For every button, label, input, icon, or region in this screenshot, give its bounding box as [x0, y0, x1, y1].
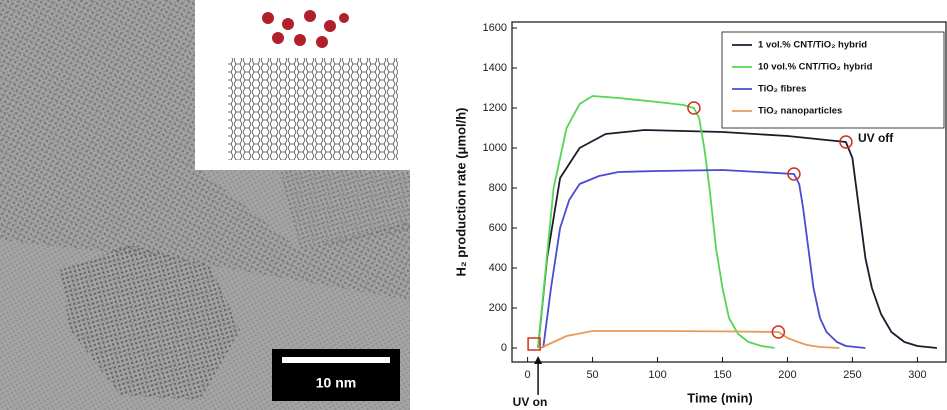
x-tick-label: 250: [843, 369, 861, 381]
y-tick-label: 1600: [483, 22, 507, 34]
y-tick-label: 400: [489, 262, 507, 274]
uv-on-arrowhead: [534, 356, 543, 364]
y-tick-label: 200: [489, 302, 507, 314]
y-tick-label: 1200: [483, 102, 507, 114]
y-tick-label: 1400: [483, 62, 507, 74]
legend-label: TiO₂ fibres: [758, 84, 806, 95]
series-line: [537, 129, 937, 349]
x-tick-label: 0: [525, 369, 531, 381]
event-marker: [687, 101, 701, 115]
series-line: [542, 169, 866, 349]
x-tick-label: 100: [648, 369, 666, 381]
x-tick-label: 300: [908, 369, 926, 381]
y-axis-title: H₂ production rate (μmol/h): [453, 108, 468, 277]
legend-label: 1 vol.% CNT/TiO₂ hybrid: [758, 40, 867, 51]
annotation: UV off: [858, 131, 894, 145]
legend-label: 10 vol.% CNT/TiO₂ hybrid: [758, 62, 873, 73]
series-line: [540, 330, 840, 349]
scale-bar-label: 10 nm: [316, 375, 356, 391]
chart: 0 200 400 600 800 1000 1200 1400 1600 0 50 100 150 20…: [453, 21, 947, 409]
plot-frame: [511, 21, 947, 363]
legend-box: [721, 31, 945, 129]
uv-on-marker: [527, 337, 541, 351]
legend-label: TiO₂ nanoparticles: [758, 106, 842, 117]
y-tick-label: 600: [489, 222, 507, 234]
y-tick-label: 0: [501, 342, 507, 354]
x-axis-title: Time (min): [687, 390, 753, 405]
event-marker: [771, 325, 786, 339]
event-marker: [787, 167, 801, 181]
tem-image: 10 nm: [0, 0, 410, 410]
event-marker: [839, 135, 853, 149]
x-tick-label: 200: [778, 369, 796, 381]
x-tick-label: 150: [713, 369, 731, 381]
y-tick-label: 800: [489, 182, 507, 194]
y-tick-label: 1000: [483, 142, 507, 154]
annotation: UV on: [513, 395, 548, 409]
x-tick-label: 50: [586, 369, 598, 381]
